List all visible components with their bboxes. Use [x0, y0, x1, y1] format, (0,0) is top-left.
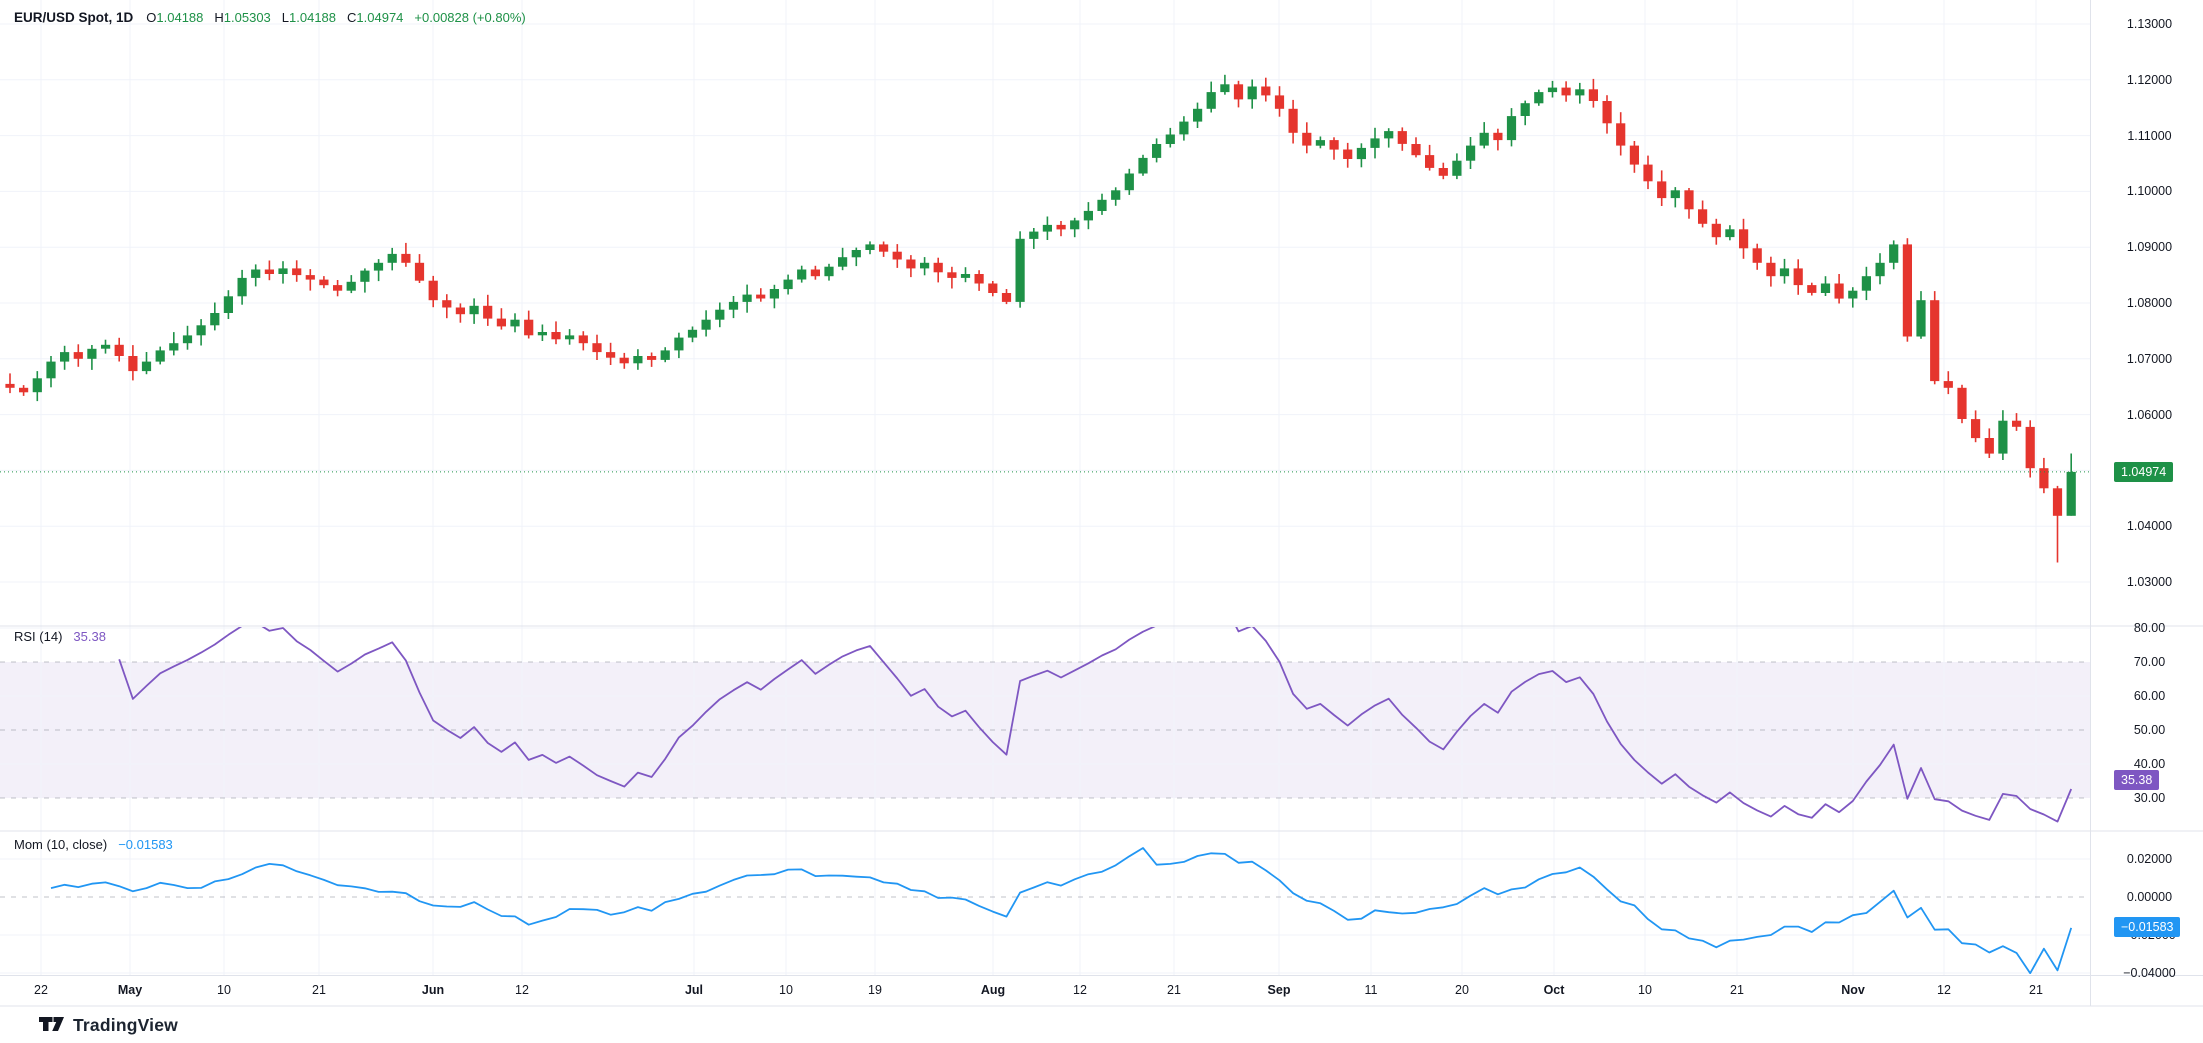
- rsi-axis-label: 50.00: [2133, 723, 2166, 737]
- current-price-badge: 1.04974: [2114, 461, 2174, 482]
- time-axis-label: 21: [2029, 983, 2043, 997]
- price-axis-label: 1.10000: [2126, 184, 2173, 199]
- mom-indicator-value: −0.01583: [118, 837, 173, 852]
- price-axis-label: 1.11000: [2127, 128, 2172, 143]
- time-axis-label: 10: [217, 983, 231, 997]
- rsi-line[interactable]: [118, 605, 2073, 823]
- time-axis-label: Oct: [1543, 983, 1565, 997]
- main-legend: EUR/USD Spot, 1D O1.04188 H1.05303 L1.04…: [14, 10, 526, 25]
- time-axis-label: May: [117, 983, 143, 997]
- indicator-level-lines: [0, 661, 2090, 898]
- mom-axis-label: 0.02000: [2126, 852, 2173, 866]
- ohlc-close: C1.04974: [347, 10, 404, 25]
- price-axis-label: 1.07000: [2126, 351, 2173, 366]
- time-axis-label: 10: [1638, 983, 1652, 997]
- price-axis-label: 1.08000: [2126, 296, 2173, 310]
- time-axis-label: 22: [34, 983, 48, 997]
- time-axis-label: 12: [515, 983, 529, 997]
- time-axis-label: Jun: [421, 983, 445, 997]
- mom-legend[interactable]: Mom (10, close) −0.01583: [14, 837, 173, 852]
- time-axis-label: Nov: [1841, 983, 1865, 997]
- brand-text[interactable]: TradingView: [73, 1014, 178, 1035]
- ohlc-low: L1.04188: [281, 10, 337, 25]
- change-value: +0.00828 (+0.80%): [414, 10, 526, 25]
- time-axis-label: 12: [1073, 983, 1087, 997]
- price-axis-label: 1.06000: [2126, 407, 2173, 422]
- time-axis-label: Sep: [1267, 983, 1291, 997]
- rsi-indicator-value: 35.38: [73, 629, 106, 644]
- price-axis-label: 1.12000: [2126, 72, 2173, 87]
- time-axis-label: 21: [1730, 983, 1744, 997]
- rsi-axis-label: 40.00: [2133, 757, 2166, 771]
- rsi-legend[interactable]: RSI (14) 35.38: [14, 629, 106, 644]
- candlestick-series[interactable]: [5, 74, 2076, 563]
- time-axis-label: Aug: [980, 983, 1006, 997]
- tradingview-logo[interactable]: [38, 1014, 65, 1036]
- time-axis-label: 21: [1167, 983, 1181, 997]
- time-axis-label: 11: [1364, 983, 1378, 997]
- rsi-indicator-title[interactable]: RSI (14): [14, 629, 63, 644]
- momentum-line[interactable]: [50, 847, 2073, 974]
- symbol-title[interactable]: EUR/USD Spot, 1D: [14, 10, 134, 25]
- rsi-value-badge: 35.38: [2114, 769, 2160, 790]
- price-axis-label: 1.03000: [2126, 575, 2173, 589]
- rsi-band: [0, 662, 2090, 798]
- ohlc-high: H1.05303: [214, 10, 271, 25]
- rsi-axis-label: 30.00: [2133, 791, 2166, 805]
- mom-axis-label: 0.00000: [2126, 890, 2173, 904]
- time-axis-label: 21: [312, 983, 326, 997]
- mom-axis-label: −0.04000: [2123, 966, 2176, 980]
- price-axis-label: 1.13000: [2126, 17, 2173, 31]
- rsi-axis-label: 80.00: [2133, 621, 2166, 635]
- mom-value-badge: −0.01583: [2114, 917, 2181, 938]
- ohlc-open: O1.04188: [146, 10, 204, 25]
- time-axis-label: 19: [868, 983, 882, 997]
- price-axis-label: 1.04000: [2126, 519, 2173, 534]
- mom-indicator-title[interactable]: Mom (10, close): [14, 837, 108, 852]
- time-axis-label: 20: [1455, 983, 1469, 997]
- time-axis-label: 10: [779, 983, 793, 997]
- pane-separators: [0, 0, 2203, 1007]
- rsi-axis-label: 70.00: [2133, 655, 2166, 669]
- footer: TradingView: [38, 1012, 178, 1038]
- grid-lines: [0, 0, 2090, 975]
- time-axis-label: Jul: [684, 983, 704, 997]
- time-axis-label: 12: [1937, 983, 1951, 997]
- rsi-axis-label: 60.00: [2133, 689, 2166, 703]
- price-axis-label: 1.09000: [2126, 240, 2173, 255]
